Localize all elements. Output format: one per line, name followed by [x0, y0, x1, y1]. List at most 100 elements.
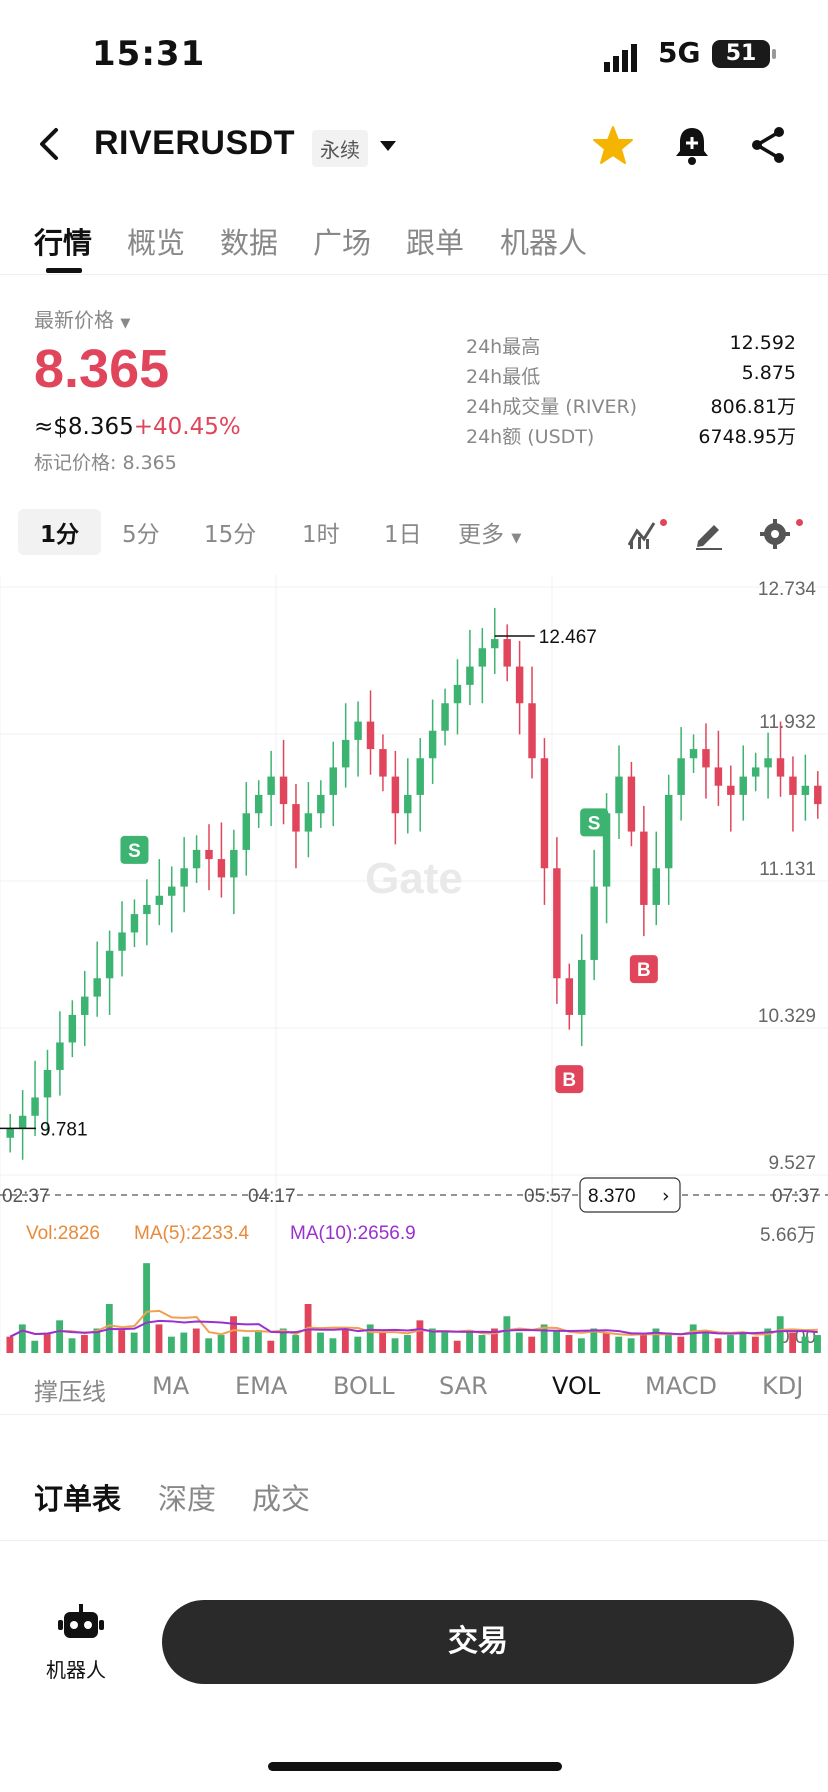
volume-bar [776, 1316, 784, 1353]
tab-square[interactable]: 广场 [313, 226, 372, 260]
buy-marker [555, 1065, 584, 1094]
candle-body [254, 794, 263, 814]
candle-body [230, 849, 238, 878]
interval-1h[interactable]: 1时 [302, 522, 340, 548]
candle-body [304, 813, 313, 832]
share-icon[interactable] [748, 124, 788, 166]
tab-bots[interactable]: 机器人 [500, 226, 588, 260]
candle-body [192, 849, 201, 869]
tab-order-book[interactable]: 订单表 [34, 1482, 122, 1516]
indicator-support-resistance[interactable]: 撑压线 [34, 1378, 106, 1406]
volume-bar [217, 1335, 225, 1353]
candle-body [640, 831, 648, 905]
volume-bar [168, 1336, 175, 1353]
symbol-title[interactable]: RIVERUSDT [94, 124, 295, 162]
indicator-tabs: 撑压线 MA EMA BOLL SAR VOL MACD KDJ [0, 1364, 828, 1415]
price-axis-label: 9.527 [768, 1153, 816, 1174]
candle-body [56, 1042, 64, 1070]
signal-icon [604, 44, 637, 72]
indicator-vol[interactable]: VOL [552, 1372, 601, 1400]
alert-bell-icon[interactable] [672, 124, 712, 166]
trade-button[interactable]: 交易 [162, 1600, 794, 1684]
symbol-dropdown-icon[interactable] [376, 134, 400, 158]
caret-down-icon: ▼ [511, 531, 522, 546]
price-chart[interactable]: 12.734 11.932 11.131 10.329 9.527 Gate 12.467 9… [0, 575, 828, 1355]
candle-body [540, 758, 549, 869]
indicator-chart-icon[interactable] [626, 517, 660, 551]
indicator-boll[interactable]: BOLL [333, 1372, 395, 1400]
time-axis-label: 07:37 [772, 1186, 820, 1207]
candle-body [143, 904, 151, 915]
indicator-sar[interactable]: SAR [439, 1372, 488, 1400]
volume-bar [6, 1336, 14, 1353]
battery-tip [772, 49, 776, 59]
interval-1m[interactable]: 1分 [18, 509, 102, 555]
tab-depth[interactable]: 深度 [158, 1482, 217, 1516]
candle-body [578, 959, 586, 1015]
tab-data[interactable]: 数据 [220, 226, 279, 260]
stat-row: 24h最低 5.875 [466, 362, 796, 392]
volume-bar [491, 1328, 498, 1353]
trade-marker-label: B [637, 960, 651, 981]
robot-icon[interactable] [58, 1604, 104, 1642]
vol-axis-top: 5.66万 [760, 1225, 816, 1246]
interval-1d[interactable]: 1日 [384, 522, 422, 548]
indicator-ma[interactable]: MA [152, 1372, 190, 1400]
volume-bar [702, 1330, 710, 1353]
indicator-ema[interactable]: EMA [235, 1372, 288, 1400]
volume-bar [640, 1335, 647, 1353]
usd-price-line: ≈$8.365+40.45% [34, 414, 241, 440]
notification-dot [796, 519, 803, 526]
volume-bar [664, 1332, 672, 1353]
volume-bar [602, 1332, 610, 1353]
volume-bar [615, 1336, 623, 1353]
draw-pencil-icon[interactable] [692, 517, 726, 551]
volume-bar [751, 1336, 759, 1353]
status-time: 15:31 [92, 34, 206, 74]
price-axis-label: 11.932 [759, 712, 816, 733]
candle-body [801, 785, 810, 795]
volume-bar [689, 1324, 697, 1353]
time-axis-label: 05:57 [524, 1186, 572, 1207]
volume-bar [155, 1324, 163, 1353]
low-price-label: 9.781 [40, 1119, 88, 1140]
candle-body [428, 730, 437, 759]
volume-bar [118, 1330, 126, 1353]
tab-overview[interactable]: 概览 [127, 226, 186, 260]
volume-bar [727, 1335, 734, 1353]
volume-bar [503, 1316, 511, 1353]
interval-more[interactable]: 更多 ▼ [458, 515, 521, 549]
volume-bar [279, 1328, 287, 1353]
candle-body [751, 767, 760, 777]
tab-copy-trade[interactable]: 跟单 [406, 226, 465, 260]
interval-5m[interactable]: 5分 [122, 522, 160, 548]
candle-body [590, 886, 598, 960]
candle-body [292, 804, 300, 832]
latest-price-label[interactable]: 最新价格 ▼ [34, 304, 130, 333]
trade-marker-label: S [128, 841, 141, 862]
stat-label: 24h最高 [466, 336, 541, 358]
tab-market[interactable]: 行情 [34, 226, 93, 260]
interval-15m[interactable]: 15分 [204, 522, 257, 548]
candle-body [155, 895, 164, 905]
volume-bar [590, 1328, 598, 1353]
robot-label[interactable]: 机器人 [46, 1658, 106, 1682]
indicator-macd[interactable]: MACD [645, 1372, 717, 1400]
favorite-star-icon[interactable] [592, 124, 634, 166]
divider [0, 1540, 828, 1541]
candle-body [478, 648, 487, 667]
back-icon[interactable] [30, 124, 70, 164]
candle-body [168, 886, 176, 896]
settings-gear-icon[interactable] [758, 517, 792, 551]
volume-bar [515, 1332, 523, 1353]
time-axis-label: 04:17 [248, 1186, 296, 1207]
stat-row: 24h额 (USDT) 6748.95万 [466, 422, 796, 452]
battery-icon: 51 [712, 40, 770, 68]
current-price-box [579, 1177, 681, 1213]
candle-body [702, 749, 710, 768]
sell-marker [580, 808, 609, 837]
indicator-kdj[interactable]: KDJ [762, 1372, 804, 1400]
interval-more-label: 更多 [458, 522, 504, 548]
tab-trades[interactable]: 成交 [252, 1482, 311, 1516]
last-price: 8.365 [34, 339, 170, 399]
